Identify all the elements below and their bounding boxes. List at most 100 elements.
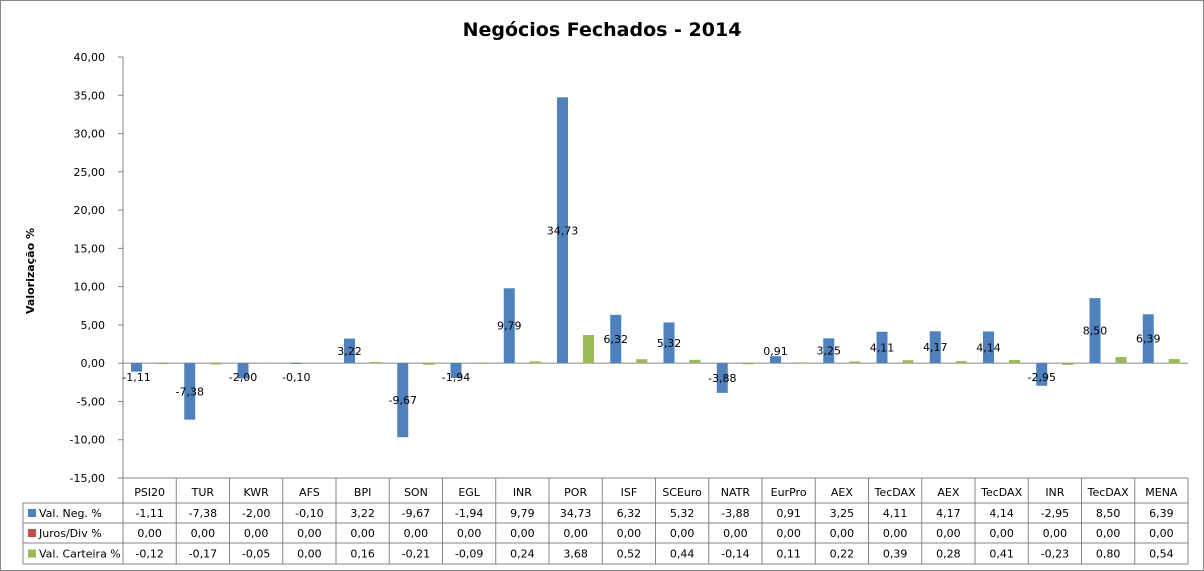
category-label: SCEuro (662, 486, 702, 499)
table-cell: -3,88 (721, 507, 749, 520)
table-cell: 0,22 (830, 548, 855, 561)
bar-0-12 (770, 356, 781, 364)
data-label: -2,95 (1028, 371, 1056, 384)
bar-0-13 (823, 338, 835, 364)
bar-0-18 (1089, 298, 1101, 364)
y-tick-label: -10,00 (70, 434, 105, 447)
y-tick-label: -5,00 (77, 395, 105, 408)
bar-0-16 (983, 331, 994, 364)
bar-2-12 (796, 362, 807, 364)
table-cell: 5,32 (670, 507, 695, 520)
table-cell: 0,00 (1043, 527, 1068, 540)
y-axis-label: Valorização % (24, 228, 37, 314)
data-label: -2,00 (229, 371, 257, 384)
table-cell: 0,00 (510, 527, 535, 540)
data-label: 4,14 (976, 341, 1001, 354)
table-cell: 0,00 (883, 527, 908, 540)
bar-0-9 (610, 314, 622, 364)
table-cell: 0,16 (350, 548, 375, 561)
bar-2-11 (742, 363, 754, 365)
y-tick-label: 0,00 (81, 357, 106, 370)
category-label: INR (513, 486, 532, 499)
table-cell: 0,00 (1096, 527, 1121, 540)
category-label: EurPro (771, 486, 807, 499)
table-cell: 0,41 (989, 548, 1014, 561)
bar-2-10 (689, 359, 701, 364)
legend-key-0 (28, 509, 36, 517)
table-cell: 0,00 (297, 548, 322, 561)
table-cell: 0,00 (776, 527, 801, 540)
table-cell: 0,44 (670, 548, 695, 561)
bar-2-1 (210, 363, 222, 365)
table-cell: 0,00 (563, 527, 588, 540)
table-cell: 0,00 (350, 527, 375, 540)
bar-0-11 (716, 363, 728, 393)
data-label: -0,10 (282, 371, 310, 384)
table-cell: 4,14 (989, 507, 1014, 520)
table-cell: -0,23 (1041, 548, 1069, 561)
data-label: -3,88 (708, 372, 736, 385)
bar-0-0 (131, 363, 142, 372)
data-label: -1,11 (122, 371, 150, 384)
data-label: 0,91 (763, 345, 788, 358)
category-label: PSI20 (134, 486, 165, 499)
bar-2-7 (529, 361, 541, 364)
legend-key-1 (28, 529, 36, 537)
category-label: MENA (1145, 486, 1178, 499)
category-label: BPI (354, 486, 371, 499)
bar-0-2 (237, 363, 249, 379)
y-tick-label: 40,00 (74, 51, 106, 64)
bar-2-8 (583, 335, 594, 364)
y-tick-label: 30,00 (74, 128, 106, 141)
table-cell: 9,79 (510, 507, 535, 520)
table-cell: -0,09 (455, 548, 483, 561)
category-label: AFS (299, 486, 320, 499)
table-cell: 4,17 (936, 507, 961, 520)
table-cell: -1,11 (135, 507, 163, 520)
bar-0-8 (557, 97, 568, 364)
table-cell: 0,00 (191, 527, 216, 540)
bar-0-1 (184, 363, 196, 420)
table-cell: 34,73 (560, 507, 592, 520)
table-cell: 0,00 (457, 527, 482, 540)
table-cell: -0,14 (721, 548, 749, 561)
data-label: 6,39 (1136, 333, 1161, 346)
y-tick-label: 25,00 (74, 166, 106, 179)
bar-2-14 (902, 360, 914, 364)
bar-2-4 (370, 361, 381, 364)
bar-0-14 (876, 331, 888, 364)
chart-title: Negócios Fechados - 2014 (463, 19, 742, 41)
table-cell: 0,00 (617, 527, 642, 540)
bar-2-15 (955, 361, 967, 364)
y-tick-label: 10,00 (74, 281, 106, 294)
category-label: SON (404, 486, 428, 499)
table-cell: -1,94 (455, 507, 483, 520)
table-cell: -7,38 (189, 507, 217, 520)
table-cell: 0,39 (883, 548, 908, 561)
data-label: -1,94 (442, 371, 470, 384)
table-cell: 0,00 (404, 527, 429, 540)
table-cell: -0,12 (135, 548, 163, 561)
table-cell: 0,00 (989, 527, 1014, 540)
y-tick-label: 5,00 (81, 319, 106, 332)
table-cell: 6,32 (617, 507, 642, 520)
table-cell: -0,10 (295, 507, 323, 520)
legend-key-2 (28, 549, 36, 558)
data-label: 8,50 (1083, 325, 1108, 338)
bar-0-17 (1036, 363, 1048, 386)
y-tick-label: 20,00 (74, 204, 106, 217)
table-cell: 3,25 (830, 507, 855, 520)
category-label: AEX (831, 486, 853, 499)
data-label: 5,32 (657, 337, 682, 350)
y-tick-label: 35,00 (74, 89, 106, 102)
table-cell: 0,80 (1096, 548, 1121, 561)
legend-label: Val. Neg. % (39, 507, 102, 520)
bar-2-13 (849, 361, 861, 364)
data-label: 34,73 (547, 224, 579, 237)
bar-2-19 (1168, 359, 1180, 364)
bar-0-5 (397, 363, 409, 438)
bar-0-3 (290, 363, 302, 364)
table-cell: 3,68 (563, 548, 588, 561)
bar-2-6 (476, 363, 488, 364)
